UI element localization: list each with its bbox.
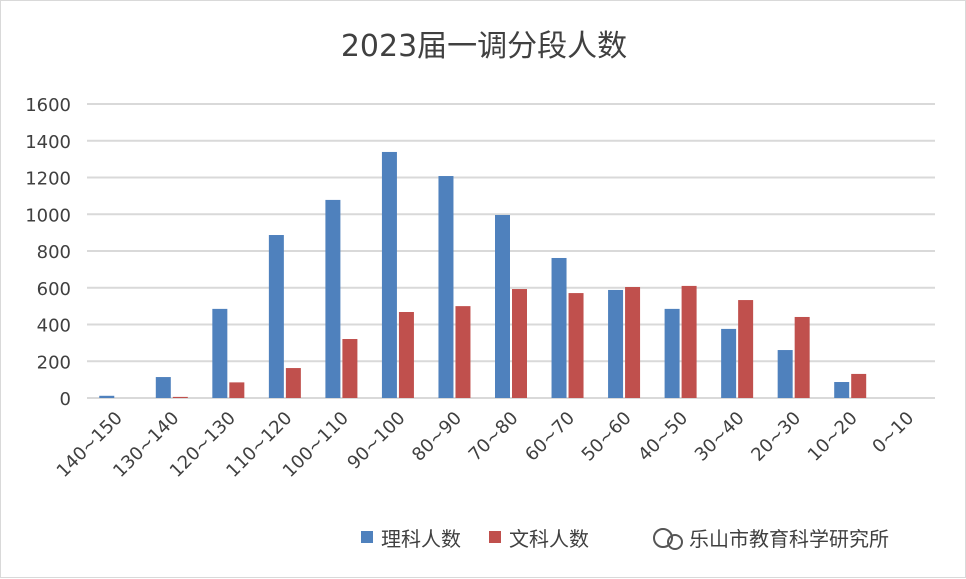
legend-swatch — [361, 531, 373, 543]
bar-arts — [342, 339, 358, 398]
x-tick-label: 40~50 — [634, 408, 692, 466]
bar-arts — [512, 289, 527, 398]
y-tick-label: 1400 — [25, 132, 71, 153]
y-tick-label: 1000 — [25, 205, 71, 226]
x-tick-label: 10~20 — [804, 408, 862, 466]
bar-science — [551, 257, 567, 398]
bar-arts — [285, 368, 301, 398]
bar-arts — [625, 287, 641, 398]
bar-arts — [568, 293, 584, 398]
bar-arts — [681, 285, 697, 398]
bar-science — [438, 176, 454, 398]
bar-arts — [794, 316, 810, 398]
x-tick-label: 50~60 — [578, 408, 636, 466]
watermark-text: 乐山市教育科学研究所 — [689, 527, 889, 551]
bar-science — [381, 151, 397, 398]
bar-science — [268, 235, 284, 398]
bar-science — [664, 308, 680, 398]
bar-arts — [229, 382, 245, 398]
bar-science — [608, 289, 624, 398]
bar-arts — [738, 300, 754, 398]
legend-swatch — [489, 531, 501, 543]
wechat-icon — [653, 528, 673, 548]
bar-science — [212, 308, 228, 398]
bar-science — [325, 199, 341, 398]
x-tick-label: 70~80 — [465, 408, 523, 466]
bar-science — [99, 395, 115, 398]
x-tick-label: 30~40 — [691, 408, 749, 466]
x-tick-label: 90~100 — [343, 408, 409, 474]
x-tick-label: 20~30 — [747, 408, 805, 466]
bar-arts — [172, 396, 188, 398]
y-tick-label: 0 — [60, 389, 71, 410]
bar-science — [155, 377, 171, 398]
bar-arts — [455, 306, 471, 398]
legend-label: 文科人数 — [509, 527, 589, 551]
y-tick-label: 600 — [37, 279, 71, 300]
watermark: 乐山市教育科学研究所 — [653, 527, 889, 551]
y-tick-label: 200 — [37, 352, 71, 373]
bar-science — [777, 350, 793, 398]
bar-arts — [398, 312, 414, 398]
y-tick-label: 1200 — [25, 169, 71, 190]
legend-label: 理科人数 — [381, 527, 461, 551]
x-tick-label: 80~90 — [408, 408, 466, 466]
bar-science — [721, 328, 737, 398]
chart-title: 2023届一调分段人数 — [341, 29, 627, 64]
y-tick-label: 800 — [37, 242, 71, 263]
bar-science — [495, 214, 510, 398]
y-tick-label: 400 — [37, 316, 71, 337]
x-tick-label: 0~10 — [868, 408, 918, 458]
x-tick-label: 60~70 — [521, 408, 579, 466]
bar-arts — [851, 373, 867, 398]
bar-science — [834, 382, 850, 398]
y-tick-label: 1600 — [25, 95, 71, 116]
